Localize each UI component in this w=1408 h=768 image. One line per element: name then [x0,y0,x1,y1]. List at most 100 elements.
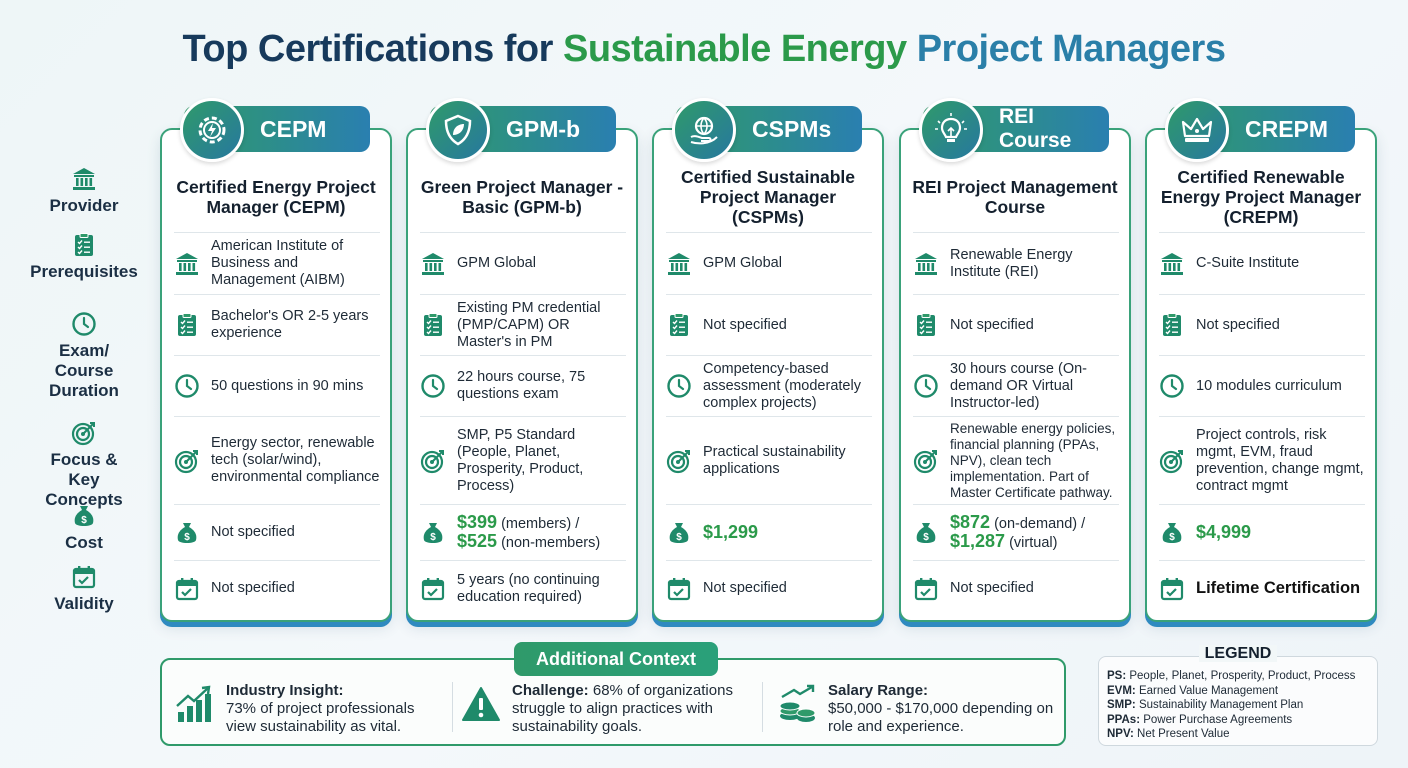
calendar-check-icon [71,564,97,590]
card-cspms[interactable]: CSPMs Certified Sustainable Project Mana… [652,98,884,622]
calendar-check-icon [666,576,692,602]
cost-cell: $1,299 [666,504,872,560]
clock-icon [1159,373,1185,399]
provider-cell: GPM Global [666,232,872,294]
card-badge: CREPM [1165,98,1355,162]
legend-item: NPV: Net Present Value [1107,728,1230,740]
card-rei-course[interactable]: REI Course REI Project Management Course… [899,98,1131,622]
challenge: Challenge: 68% of organizations struggle… [460,682,760,736]
validity-cell: Lifetime Certification [1159,560,1365,616]
calendar-check-icon [913,576,939,602]
money-bag-icon [1159,520,1185,546]
calendar-check-icon [1159,576,1185,602]
clock-icon [913,373,939,399]
clock-icon [420,373,446,399]
prerequisites-cell: Existing PM credential (PMP/CAPM) OR Mas… [420,294,626,355]
card-badge: CSPMs [672,98,862,162]
target-icon [666,448,692,474]
checklist-icon [71,232,97,258]
validity-cell: 5 years (no continuing education require… [420,560,626,616]
prerequisites-cell: Not specified [1159,294,1365,355]
money-bag-icon [71,503,97,529]
card-title: Certified Renewable Energy Project Manag… [1160,167,1362,227]
legend-item: PPAs: Power Purchase Agreements [1107,713,1293,726]
target-icon [420,448,446,474]
card-title: Green Project Manager - Basic (GPM-b) [420,177,624,217]
money-bag-icon [666,520,692,546]
target-icon [913,448,939,474]
provider-cell: GPM Global [420,232,626,294]
bar-chart-trend-icon [176,685,211,722]
provider-cell: Renewable Energy Institute (REI) [913,232,1119,294]
card-title: REI Project Management Course [912,177,1118,217]
divider [452,682,453,732]
clock-icon [174,373,200,399]
bank-icon [71,166,97,192]
bank-icon [666,251,692,277]
duration-cell: 22 hours course, 75 questions exam [420,355,626,416]
globe-hand-icon [672,98,736,162]
calendar-check-icon [420,576,446,602]
card-badge: REI Course [919,98,1109,162]
leaf-shield-icon [426,98,490,162]
cost-cell: Not specified [174,504,380,560]
checklist-icon [1159,312,1185,338]
salary-range: Salary Range: $50,000 - $170,000 dependin… [776,682,1066,736]
bank-icon [913,251,939,277]
money-bag-icon [174,520,200,546]
industry-insight: Industry Insight: 73% of project professi… [174,682,444,736]
target-icon [1159,448,1185,474]
money-bag-icon [420,520,446,546]
card-crepm[interactable]: CREPM Certified Renewable Energy Project… [1145,98,1377,622]
row-label-prerequisites: Prerequisites [28,232,140,282]
duration-cell: 30 hours course (On-demand OR Virtual In… [913,355,1119,416]
card-title: Certified Energy Project Manager (CEPM) [176,177,376,217]
validity-cell: Not specified [913,560,1119,616]
divider [762,682,763,732]
cost-cell: $872 (on-demand) / $1,287 (virtual) [913,504,1119,560]
card-cepm[interactable]: CEPM Certified Energy Project Manager (C… [160,98,392,622]
duration-cell: Competency-based assessment (moderately … [666,355,872,416]
focus-cell: SMP, P5 Standard (People, Planet, Prospe… [420,416,626,504]
legend-item: EVM: Earned Value Management [1107,684,1279,697]
row-label-cost: Cost [28,503,140,553]
provider-cell: American Institute of Business and Manag… [174,232,380,294]
card-title: Certified Sustainable Project Manager (C… [680,167,856,227]
row-label-provider: Provider [28,166,140,216]
cost-cell: $399 (members) / $525 (non-members) [420,504,626,560]
checklist-icon [420,312,446,338]
target-icon [71,420,97,446]
warning-icon [462,687,500,721]
crown-icon [1165,98,1229,162]
bank-icon [420,251,446,277]
page-title: Top Certifications for Sustainable Energ… [182,28,1226,70]
calendar-check-icon [174,576,200,602]
row-label-validity: Validity [28,564,140,614]
duration-cell: 10 modules curriculum [1159,355,1365,416]
prerequisites-cell: Bachelor's OR 2-5 years experience [174,294,380,355]
legend-item: SMP: Sustainability Management Plan [1107,699,1304,711]
duration-cell: 50 questions in 90 mins [174,355,380,416]
validity-cell: Not specified [174,560,380,616]
focus-cell: Project controls, risk mgmt, EVM, fraud … [1159,416,1365,504]
prerequisites-cell: Not specified [913,294,1119,355]
money-bag-icon [913,520,939,546]
focus-cell: Energy sector, renewable tech (solar/win… [174,416,380,504]
lightbulb-icon [919,98,983,162]
focus-cell: Practical sustainability applications [666,416,872,504]
focus-cell: Renewable energy policies, financial pla… [913,416,1119,504]
legend-item: PS: People, Planet, Prosperity, Product,… [1107,670,1356,682]
row-label-focus: Focus & Key Concepts [28,420,140,510]
additional-context-title: Additional Context [514,642,718,676]
clock-icon [71,311,97,337]
additional-context-panel: Additional Context Industry Insight: 73% … [160,642,1066,746]
clock-icon [666,373,692,399]
bank-icon [1159,251,1185,277]
row-label-duration: Exam/ Course Duration [28,311,140,401]
validity-cell: Not specified [666,560,872,616]
card-gpm-b[interactable]: GPM-b Green Project Manager - Basic (GPM… [406,98,638,622]
card-badge: CEPM [180,98,370,162]
coins-icon [779,684,816,722]
gear-bolt-icon [180,98,244,162]
cost-cell: $4,999 [1159,504,1365,560]
